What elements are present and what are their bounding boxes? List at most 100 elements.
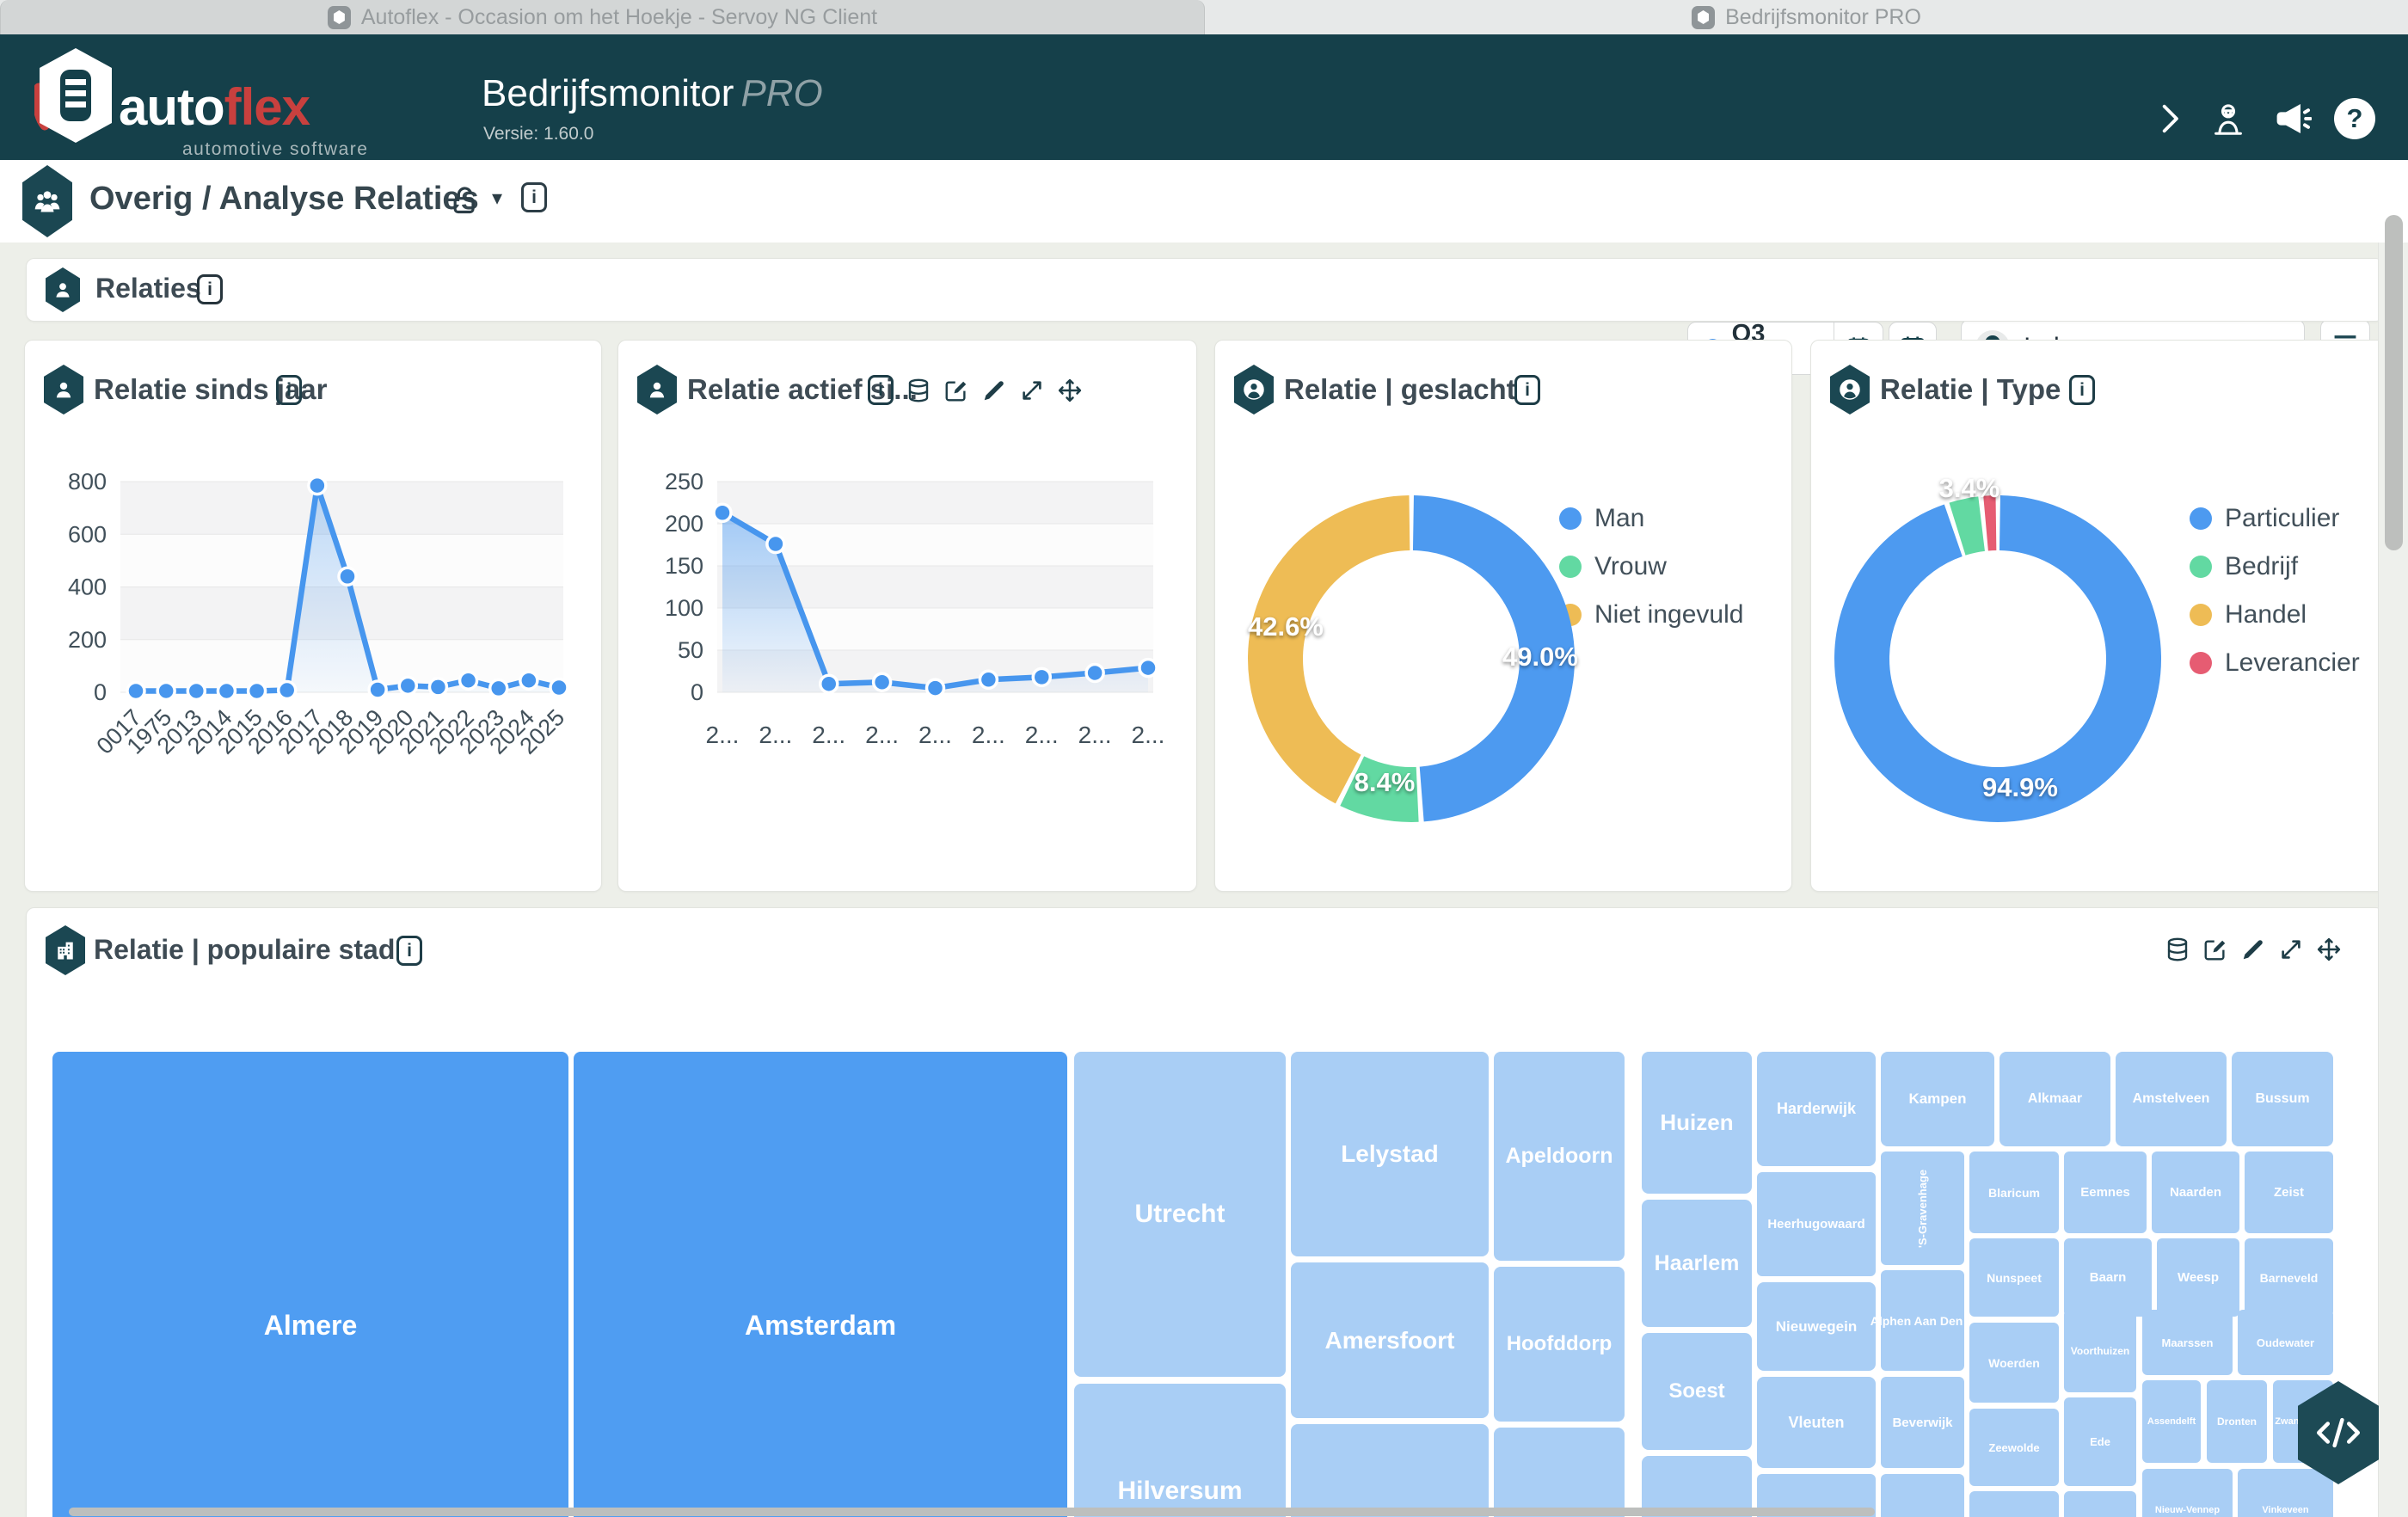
treemap-cell-alkmaar[interactable]: Alkmaar: [2000, 1052, 2110, 1146]
legend-item[interactable]: Leverancier: [2190, 648, 2360, 678]
treemap-cell--s-gravenhage[interactable]: 'S-Gravenhage: [1881, 1152, 1964, 1265]
browser-tab-bedrijfsmonitor[interactable]: Bedrijfsmonitor PRO: [1205, 0, 2408, 34]
treemap-cell-utrecht[interactable]: Utrecht: [1074, 1052, 1286, 1377]
info-icon[interactable]: i: [2069, 375, 2095, 405]
treemap-cell-oudewater[interactable]: Oudewater: [2238, 1310, 2333, 1375]
person-icon: [637, 365, 677, 415]
edit-square-icon[interactable]: [2202, 936, 2228, 963]
treemap-cell[interactable]: [2064, 1491, 2136, 1517]
treemap-cell-beverwijk[interactable]: Beverwijk: [1881, 1377, 1964, 1468]
treemap-cell-woerden[interactable]: Woerden: [1969, 1323, 2059, 1403]
edit-square-icon[interactable]: [943, 377, 969, 404]
treemap-cell-haarlem[interactable]: Haarlem: [1642, 1200, 1752, 1327]
treemap-cell-label: Eemnes: [2080, 1185, 2130, 1200]
treemap-cell-eemnes[interactable]: Eemnes: [2064, 1152, 2147, 1233]
treemap-cell-label: Amersfoort: [1324, 1326, 1455, 1354]
info-icon[interactable]: i: [396, 936, 422, 966]
help-icon[interactable]: ?: [2334, 98, 2375, 139]
megaphone-icon[interactable]: [2270, 98, 2312, 139]
info-icon[interactable]: i: [276, 375, 302, 405]
legend-item[interactable]: Man: [1559, 504, 1743, 533]
legend-item[interactable]: Bedrijf: [2190, 552, 2360, 581]
treemap-cell-apeldoorn[interactable]: Apeldoorn: [1494, 1052, 1625, 1261]
treemap-cell-almere[interactable]: Almere: [52, 1052, 568, 1517]
page-info-icon[interactable]: i: [521, 182, 547, 212]
treemap-cell-dronten[interactable]: Dronten: [2207, 1380, 2267, 1463]
treemap-cell-harderwijk[interactable]: Harderwijk: [1757, 1052, 1876, 1166]
relations-module-icon: [22, 165, 72, 237]
treemap-cell-hilversum[interactable]: Hilversum: [1074, 1384, 1286, 1517]
expand-icon[interactable]: [1019, 377, 1045, 404]
browser-tab-servoy[interactable]: Autoflex - Occasion om het Hoekje - Serv…: [0, 0, 1205, 34]
move-icon[interactable]: [2316, 936, 2342, 963]
treemap-cell[interactable]: [1494, 1428, 1625, 1517]
treemap-cell-label: Nieuw-Vennep: [2154, 1505, 2221, 1515]
chevron-right-icon[interactable]: [2153, 100, 2186, 138]
treemap-cell[interactable]: [1969, 1491, 2059, 1517]
expand-icon[interactable]: [2278, 936, 2304, 963]
treemap-cell-lelystad[interactable]: Lelystad: [1291, 1052, 1489, 1256]
legend-label: Particulier: [2225, 504, 2340, 532]
card-title: Relatie sinds jaar: [94, 373, 328, 405]
treemap-cell[interactable]: [1881, 1474, 1964, 1517]
treemap-cell-label: Hilversum: [1117, 1477, 1243, 1505]
card-relatie-actief-sinds: Relatie actief si... i 0 50 100 150 200 250 2.…: [617, 340, 1197, 892]
treemap-cell-amsterdam[interactable]: Amsterdam: [574, 1052, 1067, 1517]
unlock-icon[interactable]: [447, 182, 482, 220]
chevron-down-icon[interactable]: ▾: [492, 187, 503, 210]
treemap-cell-bussum[interactable]: Bussum: [2232, 1052, 2333, 1146]
move-icon[interactable]: [1057, 377, 1083, 404]
treemap-cell-nieuwegein[interactable]: Nieuwegein: [1757, 1282, 1876, 1371]
treemap-cell-kampen[interactable]: Kampen: [1881, 1052, 1994, 1146]
treemap-cell-baarn[interactable]: Baarn: [2064, 1238, 2152, 1317]
info-icon[interactable]: i: [1514, 375, 1540, 405]
treemap-cell[interactable]: [1291, 1424, 1489, 1517]
treemap-cell-ede[interactable]: Ede: [2064, 1397, 2136, 1486]
svg-text:0: 0: [691, 679, 703, 705]
legend-label: Man: [1594, 504, 1645, 532]
treemap-cell-huizen[interactable]: Huizen: [1642, 1052, 1752, 1194]
treemap-cell-vinkeveen[interactable]: Vinkeveen: [2238, 1469, 2333, 1517]
treemap-cell-nieuw-vennep[interactable]: Nieuw-Vennep: [2142, 1469, 2233, 1517]
legend-item[interactable]: Particulier: [2190, 504, 2360, 533]
code-button[interactable]: [2298, 1381, 2379, 1484]
card-title: Relatie | Type: [1880, 373, 2061, 405]
treemap-cell-assendelft[interactable]: Assendelft: [2142, 1380, 2201, 1463]
database-icon[interactable]: [2165, 936, 2190, 963]
treemap-cell-barneveld[interactable]: Barneveld: [2245, 1238, 2333, 1317]
treemap-cell-zeewolde[interactable]: Zeewolde: [1969, 1409, 2059, 1486]
treemap-cell-heerhugowaard[interactable]: Heerhugowaard: [1757, 1172, 1876, 1276]
svg-text:200: 200: [68, 627, 107, 653]
legend-item[interactable]: Vrouw: [1559, 552, 1743, 581]
pencil-icon[interactable]: [981, 377, 1007, 404]
treemap-cell-nunspeet[interactable]: Nunspeet: [1969, 1238, 2059, 1317]
treemap-cell-amstelveen[interactable]: Amstelveen: [2116, 1052, 2227, 1146]
info-icon[interactable]: i: [868, 375, 894, 405]
support-agent-icon[interactable]: [2208, 99, 2248, 138]
horizontal-scrollbar-thumb[interactable]: [69, 1508, 1875, 1516]
treemap-cell-label: Utrecht: [1134, 1200, 1226, 1228]
treemap-cell-naarden[interactable]: Naarden: [2152, 1152, 2239, 1233]
vertical-scrollbar-thumb[interactable]: [2385, 215, 2403, 550]
svg-text:2...: 2...: [1025, 722, 1059, 748]
treemap-cell-label: Assendelft: [2147, 1416, 2196, 1427]
treemap-cell-label: Alphen Aan Den R: [1870, 1313, 1975, 1328]
pencil-icon[interactable]: [2240, 936, 2266, 963]
treemap-cell[interactable]: [1642, 1456, 1752, 1517]
section-info-icon[interactable]: i: [197, 274, 223, 304]
database-icon[interactable]: [906, 377, 931, 404]
treemap-cell-label: Maarssen: [2161, 1336, 2214, 1349]
treemap-cell-blaricum[interactable]: Blaricum: [1969, 1152, 2059, 1233]
treemap-cell-weesp[interactable]: Weesp: [2157, 1238, 2239, 1317]
treemap-cell-alphen-aan-den-r[interactable]: Alphen Aan Den R: [1870, 1270, 1975, 1371]
treemap-cell-voorthuizen[interactable]: Voorthuizen: [2064, 1310, 2136, 1392]
treemap-cell-soest[interactable]: Soest: [1642, 1333, 1752, 1450]
treemap-cell-label: Beverwijk: [1892, 1415, 1953, 1430]
treemap-cell-vleuten[interactable]: Vleuten: [1757, 1377, 1876, 1468]
treemap-cell-hoofddorp[interactable]: Hoofddorp: [1494, 1267, 1625, 1422]
treemap-cell-amersfoort[interactable]: Amersfoort: [1291, 1262, 1489, 1418]
legend-item[interactable]: Handel: [2190, 600, 2360, 630]
svg-text:2...: 2...: [1132, 722, 1165, 748]
treemap-cell-zeist[interactable]: Zeist: [2245, 1152, 2333, 1233]
treemap-cell-maarssen[interactable]: Maarssen: [2142, 1310, 2233, 1375]
